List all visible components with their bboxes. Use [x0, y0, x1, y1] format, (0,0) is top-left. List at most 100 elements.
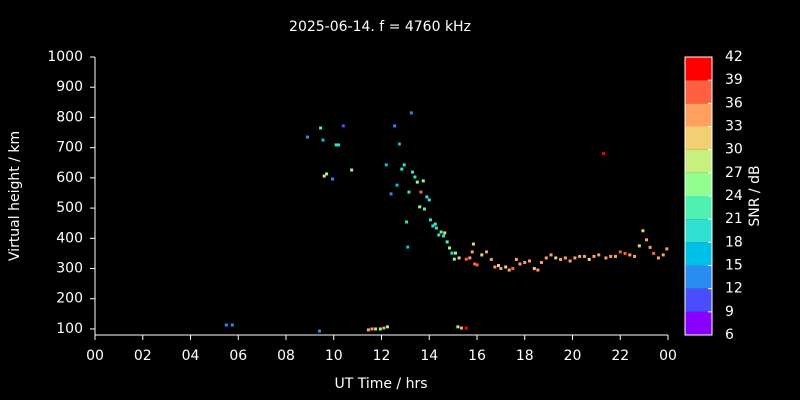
y-tick-label: 1000	[47, 49, 83, 65]
point	[370, 327, 374, 331]
colorbar-band	[685, 103, 712, 127]
point	[400, 167, 404, 171]
point	[554, 256, 558, 260]
x-tick-label: 00	[86, 348, 104, 364]
x-tick-label: 10	[325, 348, 343, 364]
point	[427, 198, 431, 202]
point	[528, 259, 532, 263]
point	[395, 183, 399, 187]
x-tick-label: 08	[277, 348, 295, 364]
point	[592, 254, 596, 258]
colorbar-band	[685, 149, 712, 173]
colorbar-tick-label: 36	[725, 95, 743, 111]
point	[409, 111, 413, 115]
point	[456, 325, 460, 329]
point	[419, 190, 423, 194]
y-tick-label: 900	[56, 79, 83, 95]
point	[305, 135, 309, 139]
colorbar-tick-label: 42	[725, 49, 743, 65]
point	[587, 257, 591, 261]
point	[421, 179, 425, 183]
point	[331, 177, 335, 181]
point	[568, 259, 572, 263]
colorbar-label: SNR / dB	[747, 165, 763, 226]
point	[319, 126, 323, 130]
point	[437, 233, 441, 237]
point	[609, 254, 613, 258]
point	[464, 257, 468, 261]
point	[389, 192, 393, 196]
point	[661, 253, 665, 257]
point	[665, 247, 669, 251]
point	[471, 242, 475, 246]
point	[549, 253, 553, 257]
point	[384, 163, 388, 167]
point	[582, 254, 586, 258]
colorbar-band	[685, 219, 712, 243]
colorbar-tick-label: 30	[725, 142, 743, 158]
point	[470, 250, 474, 254]
chart-title: 2025-06-14. f = 4760 kHz	[289, 19, 471, 35]
y-tick-label: 500	[56, 200, 83, 216]
y-tick-label: 700	[56, 140, 83, 156]
point	[648, 245, 652, 249]
point	[475, 263, 479, 267]
point	[480, 253, 484, 257]
point	[445, 240, 449, 244]
colorbar-band	[685, 265, 712, 289]
y-tick-label: 800	[56, 109, 83, 125]
point	[337, 143, 341, 147]
point	[637, 244, 641, 248]
colorbar-band	[685, 172, 712, 196]
point	[366, 328, 370, 332]
x-tick-label: 06	[229, 348, 247, 364]
point	[628, 253, 632, 257]
point	[425, 195, 429, 199]
point	[374, 327, 378, 331]
point	[544, 256, 548, 260]
point	[464, 326, 468, 330]
point	[224, 323, 228, 327]
point	[405, 220, 409, 224]
point	[350, 168, 354, 172]
point	[431, 224, 435, 228]
y-tick-label: 600	[56, 170, 83, 186]
colorbar-tick-label: 27	[725, 165, 743, 181]
point	[407, 190, 411, 194]
point	[539, 260, 543, 264]
point	[493, 265, 497, 269]
point	[378, 327, 382, 331]
point	[656, 256, 660, 260]
point	[618, 250, 622, 254]
colorbar-tick-label: 12	[725, 281, 743, 297]
point	[415, 180, 419, 184]
point	[597, 253, 601, 257]
point	[578, 254, 582, 258]
point	[536, 268, 540, 272]
point	[397, 142, 401, 146]
y-tick-label: 400	[56, 230, 83, 246]
point	[341, 124, 345, 128]
point	[230, 323, 234, 327]
point	[602, 152, 606, 156]
point	[489, 257, 493, 261]
point	[418, 205, 422, 209]
colorbar-tick-label: 33	[725, 119, 743, 135]
colorbar-tick-label: 18	[725, 234, 743, 250]
point	[382, 326, 386, 330]
point	[518, 262, 522, 266]
x-tick-label: 02	[134, 348, 152, 364]
colorbar-tick-label: 21	[725, 211, 743, 227]
colorbar-tick-label: 9	[725, 304, 734, 320]
colorbar-band	[685, 242, 712, 266]
point	[604, 256, 608, 260]
point	[485, 250, 489, 254]
colorbar-band	[685, 57, 712, 81]
colorbar-tick-label: 6	[725, 327, 734, 343]
colorbar-tick-label: 15	[725, 258, 743, 274]
point	[411, 170, 415, 174]
point	[633, 254, 637, 258]
point	[433, 222, 437, 226]
x-tick-label: 18	[516, 348, 534, 364]
